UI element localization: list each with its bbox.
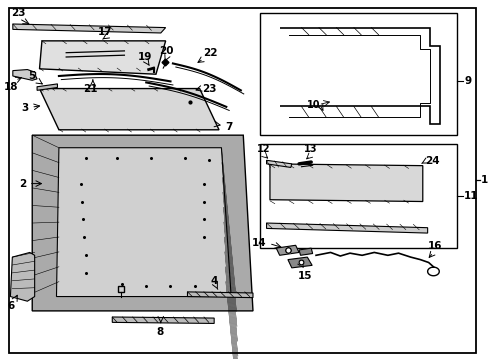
Text: 1: 1 [481, 175, 488, 185]
Text: 22: 22 [203, 48, 218, 58]
Polygon shape [112, 317, 214, 323]
Polygon shape [10, 252, 35, 301]
Polygon shape [40, 89, 219, 130]
Text: 10: 10 [307, 100, 320, 110]
Text: 20: 20 [159, 46, 174, 56]
Text: 6: 6 [8, 301, 15, 311]
Polygon shape [13, 69, 37, 80]
Polygon shape [267, 223, 428, 233]
Text: 4: 4 [211, 276, 218, 286]
Polygon shape [270, 164, 423, 202]
Text: 18: 18 [4, 82, 19, 92]
Bar [260, 13, 457, 135]
Text: 5: 5 [28, 71, 36, 81]
Text: 2: 2 [19, 179, 26, 189]
Polygon shape [267, 160, 292, 167]
Polygon shape [288, 257, 312, 268]
Text: 12: 12 [257, 144, 271, 154]
Polygon shape [32, 135, 253, 311]
Text: 15: 15 [298, 271, 313, 282]
Text: 9: 9 [464, 76, 471, 86]
Text: 8: 8 [156, 327, 164, 337]
Polygon shape [188, 292, 253, 298]
Polygon shape [13, 24, 166, 33]
Text: 23: 23 [202, 84, 217, 94]
Bar [260, 144, 457, 248]
Text: 14: 14 [252, 238, 267, 248]
Text: 24: 24 [425, 156, 440, 166]
Text: 17: 17 [98, 27, 112, 37]
Text: 13: 13 [303, 144, 317, 154]
Text: 3: 3 [22, 103, 29, 113]
Polygon shape [37, 84, 57, 90]
Text: 16: 16 [428, 241, 442, 251]
Polygon shape [40, 41, 166, 74]
Text: 19: 19 [138, 51, 152, 62]
Polygon shape [299, 248, 313, 255]
Polygon shape [276, 245, 299, 255]
Text: 21: 21 [83, 84, 98, 94]
Text: 23: 23 [11, 8, 26, 18]
Text: 7: 7 [225, 122, 232, 132]
Polygon shape [56, 148, 231, 297]
Text: 11: 11 [464, 191, 479, 201]
